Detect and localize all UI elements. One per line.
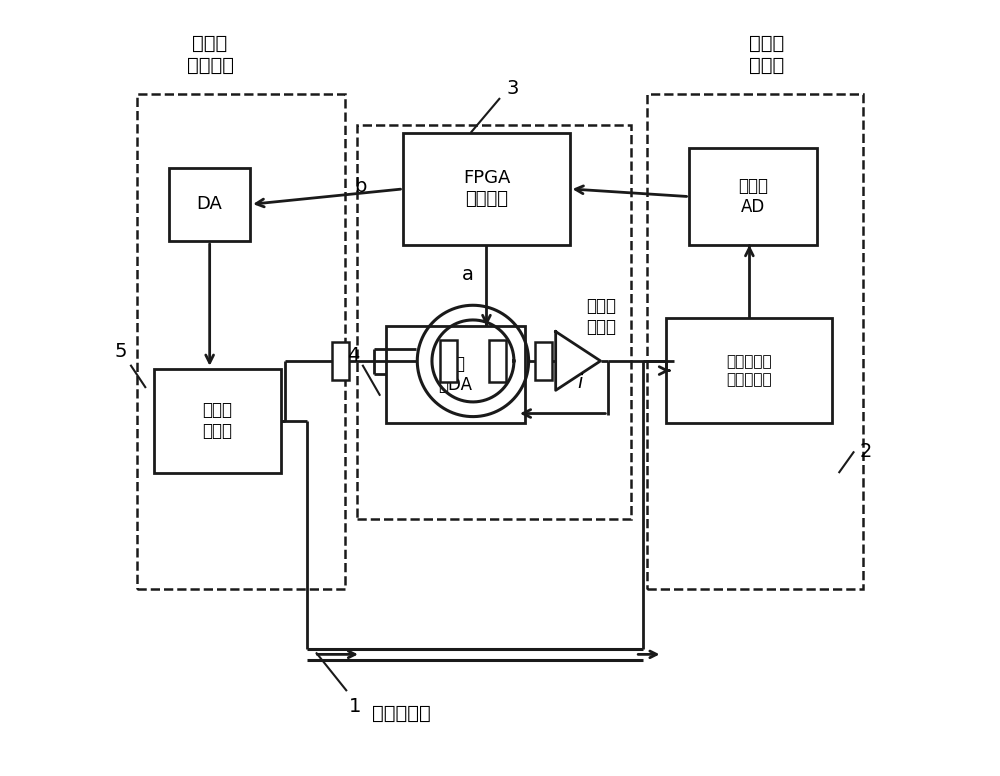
Text: 源表功
能模块: 源表功 能模块 <box>587 296 617 335</box>
Bar <box>489 340 506 382</box>
Text: 3: 3 <box>506 79 519 98</box>
Text: 加热器
驱动单元: 加热器 驱动单元 <box>187 34 234 74</box>
Bar <box>332 341 349 380</box>
Polygon shape <box>556 331 601 390</box>
Bar <box>666 318 832 423</box>
Text: DA: DA <box>197 196 223 213</box>
Text: i: i <box>577 372 583 392</box>
Text: 5: 5 <box>115 342 127 361</box>
Bar <box>647 94 863 589</box>
Bar <box>403 133 570 245</box>
Text: 信号处
理单元: 信号处 理单元 <box>749 34 784 74</box>
Text: FPGA
控制单元: FPGA 控制单元 <box>463 169 510 208</box>
Bar <box>386 326 525 423</box>
Text: 2: 2 <box>860 442 872 461</box>
Bar <box>357 125 631 519</box>
Text: 微环谐振器: 微环谐振器 <box>372 704 431 722</box>
Text: 放大、整形
、滤波电路: 放大、整形 、滤波电路 <box>727 355 772 386</box>
Bar <box>440 340 457 382</box>
Text: a: a <box>462 265 473 283</box>
Text: 外围匹
配电路: 外围匹 配电路 <box>202 401 232 440</box>
Text: 1: 1 <box>349 698 362 716</box>
Bar <box>169 168 250 241</box>
Text: b: b <box>355 177 367 196</box>
Text: 电压型
AD: 电压型 AD <box>738 177 768 216</box>
Bar <box>137 94 345 589</box>
Bar <box>535 341 552 380</box>
Text: 4: 4 <box>347 346 359 365</box>
Bar <box>689 148 817 245</box>
Bar <box>154 369 281 473</box>
Text: 电流
型DA: 电流 型DA <box>438 355 472 394</box>
